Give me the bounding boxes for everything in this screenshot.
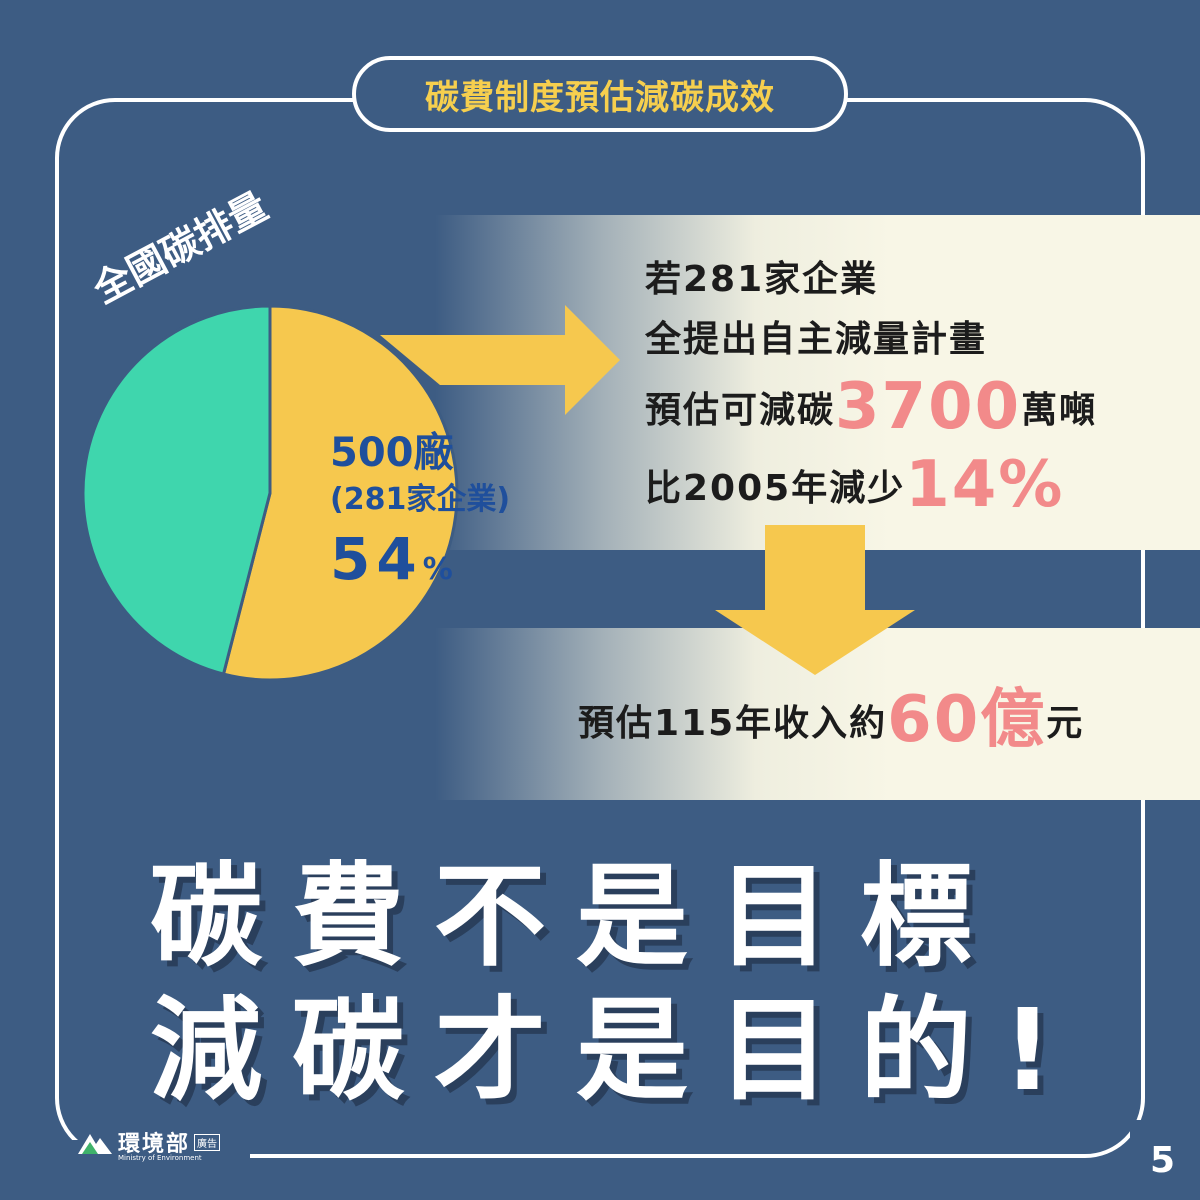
org-name: 環境部	[118, 1132, 191, 1157]
reduction-prefix: 預估可減碳	[645, 390, 836, 431]
pie-slice-1	[81, 304, 272, 676]
org-logo: 環境部 廣告 Ministry of Environment	[78, 1126, 221, 1162]
info-line-3: 預估可減碳3700萬噸	[645, 370, 1097, 444]
reduction-suffix: 萬噸	[1021, 390, 1098, 431]
slice-plants-label: 500廠	[330, 430, 454, 476]
slogan-line-1: 碳費不是目標	[150, 852, 1002, 982]
revenue-suffix: 元	[1046, 703, 1085, 744]
frame-gap	[1130, 1120, 1160, 1170]
ad-badge: 廣告	[194, 1133, 221, 1151]
info-line-1: 若281家企業	[645, 259, 879, 300]
mountain-icon	[78, 1134, 112, 1154]
revenue-prefix: 預估115年收入約	[578, 703, 888, 744]
slice-companies-label: (281家企業)	[330, 482, 511, 517]
arrow-right-icon	[380, 305, 620, 415]
info-line-2: 全提出自主減量計畫	[645, 319, 988, 360]
slogan-line-2: 減碳才是目的!	[150, 986, 1084, 1116]
pie-slice-0	[221, 304, 459, 682]
percent-unit: %	[998, 448, 1065, 522]
percent-value: 14	[905, 448, 999, 522]
page-number: 5	[1150, 1140, 1176, 1181]
slice-percent-label: 54%	[330, 525, 453, 593]
revenue-line: 預估115年收入約60億元	[578, 668, 1084, 760]
slice-percent-unit: %	[422, 552, 453, 587]
revenue-value: 60億	[887, 683, 1047, 757]
arrow-down-icon	[715, 525, 915, 675]
slice-percent-value: 54	[330, 525, 423, 593]
page-title: 碳費制度預估減碳成效	[352, 56, 848, 132]
reduction-value: 3700	[835, 370, 1022, 444]
org-sub: Ministry of Environment	[118, 1154, 202, 1162]
info-line-4: 比2005年減少14%	[645, 448, 1064, 522]
percent-prefix: 比2005年減少	[645, 468, 906, 509]
